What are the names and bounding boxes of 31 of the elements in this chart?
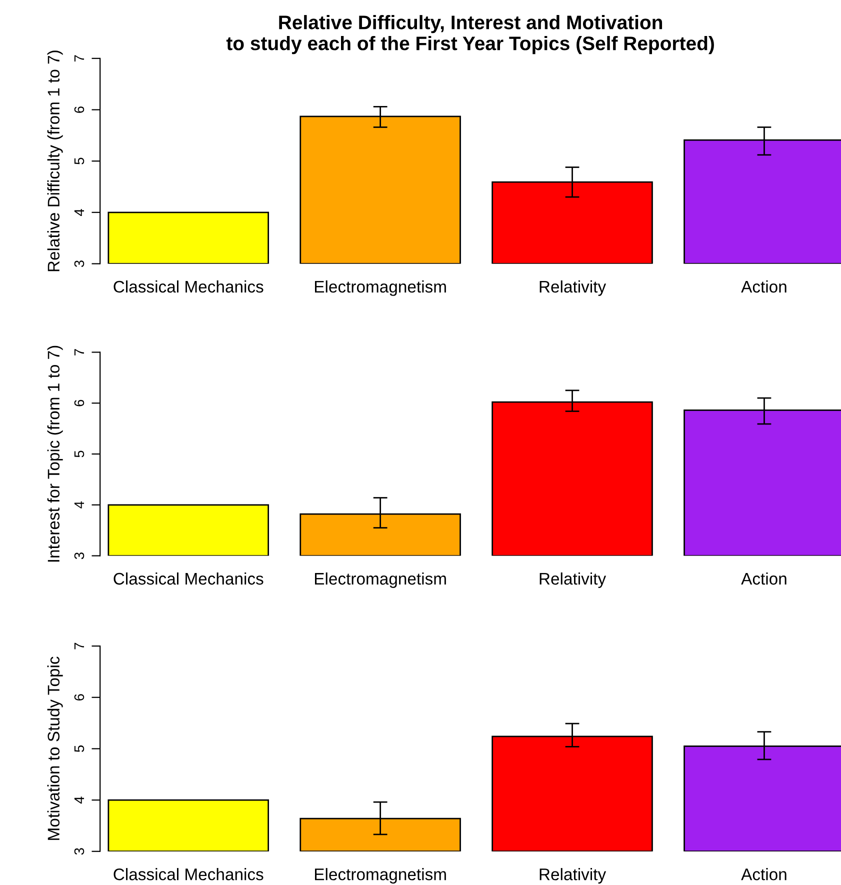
y-axis-title: Motivation to Study Topic xyxy=(47,656,63,840)
x-tick-label: Relativity xyxy=(540,572,606,588)
y-axis-title: Relative Difficulty (from 1 to 7) xyxy=(47,50,63,272)
x-tick-label: Electromagnetism xyxy=(315,280,446,296)
y-tick-label: 6 xyxy=(74,400,84,406)
x-tick-label: Electromagnetism xyxy=(315,572,446,588)
x-tick-label: Classical Mechanics xyxy=(114,572,264,585)
y-tick-label: 6 xyxy=(74,694,84,701)
y-tick-label: 5 xyxy=(74,745,84,752)
x-tick-label: Action xyxy=(741,280,786,293)
y-tick-label: 7 xyxy=(74,55,84,62)
x-tick-label: Electromagnetism xyxy=(315,868,446,884)
y-tick-label: 3 xyxy=(74,552,84,560)
x-tick-label: Classical Mechanics xyxy=(114,280,264,293)
x-tick-label: Classical Mechanics xyxy=(114,868,264,880)
y-tick-label: 4 xyxy=(74,501,84,508)
y-tick-label: 3 xyxy=(74,260,84,268)
y-tick-label: 7 xyxy=(74,642,84,650)
y-tick-label: 5 xyxy=(74,158,84,164)
y-tick-label: 3 xyxy=(74,848,84,855)
x-tick-label: Action xyxy=(741,572,786,585)
chart-title: Relative Difficulty, Interest and Motivation to study each of the First Year Topics (Self Reported) xyxy=(226,15,714,54)
x-tick-label: Relativity xyxy=(540,868,606,884)
x-tick-label: Action xyxy=(741,868,786,880)
y-tick-label: 4 xyxy=(74,208,84,216)
y-axis-title: Interest for Topic (from 1 to 7) xyxy=(47,346,63,562)
y-tick-label: 6 xyxy=(74,106,84,113)
x-tick-label: Relativity xyxy=(540,280,606,296)
y-tick-label: 7 xyxy=(74,349,84,356)
y-tick-label: 4 xyxy=(74,796,84,804)
y-tick-label: 5 xyxy=(74,450,84,458)
